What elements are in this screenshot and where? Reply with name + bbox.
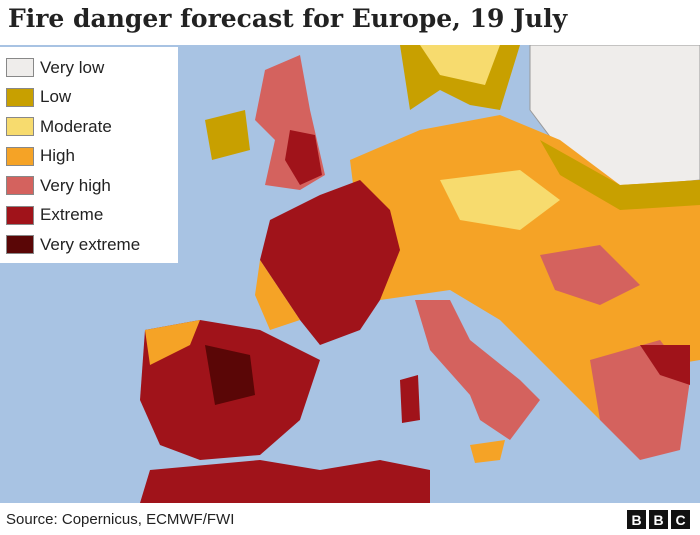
iberia-north xyxy=(145,320,200,365)
legend-item: Very low xyxy=(6,53,178,83)
legend-label: Extreme xyxy=(40,205,104,225)
ireland xyxy=(205,110,250,160)
legend: Very low Low Moderate High Very high Extreme V… xyxy=(0,47,178,263)
legend-item: Extreme xyxy=(6,201,178,231)
legend-swatch xyxy=(6,146,34,166)
greece-extreme xyxy=(640,345,690,385)
north-africa xyxy=(140,460,430,503)
legend-label: High xyxy=(40,146,75,166)
legend-label: Very extreme xyxy=(40,234,141,254)
east-low xyxy=(540,140,700,210)
source: Source: Copernicus, ECMWF/FWI xyxy=(6,511,235,528)
england-extreme xyxy=(285,130,322,185)
legend-swatch xyxy=(6,235,34,255)
legend-swatch xyxy=(6,176,34,196)
logo-letter: C xyxy=(671,510,690,529)
logo-letter: B xyxy=(627,510,646,529)
legend-swatch xyxy=(6,58,34,78)
legend-label: Very high xyxy=(40,175,111,195)
germany-moderate xyxy=(440,170,560,230)
legend-item: Very high xyxy=(6,171,178,201)
iberia-very-extreme xyxy=(205,345,255,405)
legend-label: Low xyxy=(40,87,72,107)
italy xyxy=(415,300,540,440)
legend-swatch xyxy=(6,117,34,137)
legend-item: Moderate xyxy=(6,112,178,142)
legend-item: High xyxy=(6,142,178,172)
legend-label: Moderate xyxy=(40,116,112,136)
map xyxy=(0,45,700,503)
logo-letter: B xyxy=(649,510,668,529)
title: Fire danger forecast for Europe, 19 July xyxy=(8,4,568,33)
legend-item: Very extreme xyxy=(6,230,178,260)
legend-item: Low xyxy=(6,83,178,113)
legend-swatch xyxy=(6,205,34,225)
legend-label: Very low xyxy=(40,57,105,77)
sardinia xyxy=(400,375,420,423)
france-west xyxy=(255,260,300,330)
france xyxy=(260,180,400,345)
sicily xyxy=(470,440,505,463)
balkans-very-high xyxy=(540,245,640,305)
scandinavia-moderate xyxy=(420,45,500,85)
legend-swatch xyxy=(6,87,34,107)
